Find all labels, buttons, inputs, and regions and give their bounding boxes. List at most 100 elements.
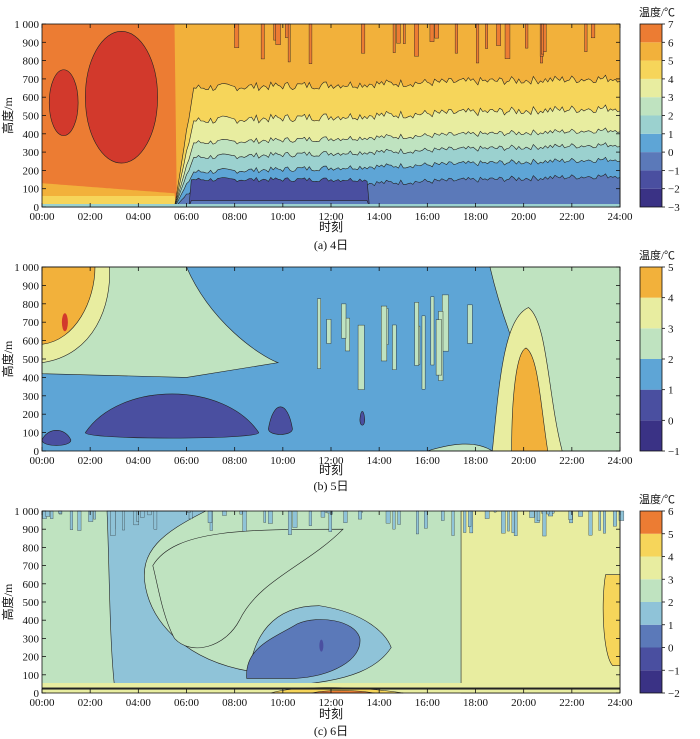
warm-core bbox=[85, 31, 158, 164]
colorbar-cell bbox=[640, 78, 662, 98]
colorbar-cell bbox=[640, 60, 662, 79]
y-tick-label: 400 bbox=[23, 615, 40, 627]
colorbar-tick-label: 5 bbox=[668, 262, 674, 274]
cold-zone bbox=[246, 619, 361, 679]
y-tick-label: 500 bbox=[23, 597, 40, 609]
colorbar-tick-label: 3 bbox=[668, 92, 674, 104]
streak bbox=[467, 304, 473, 344]
streak bbox=[287, 510, 292, 535]
streak bbox=[476, 23, 480, 64]
y-tick-label: 600 bbox=[23, 579, 40, 591]
streak bbox=[451, 510, 455, 536]
band bbox=[152, 528, 344, 649]
colorbar-tick-label: 2 bbox=[668, 597, 674, 609]
x-tick-label: 06:00 bbox=[174, 455, 200, 467]
streak bbox=[343, 510, 348, 523]
x-tick-label: 16:00 bbox=[415, 211, 441, 223]
streak bbox=[588, 510, 593, 536]
colorbar-tick-label: 5 bbox=[668, 529, 674, 541]
colorbar-tick-label: 0 bbox=[668, 415, 674, 427]
streak bbox=[397, 510, 401, 525]
colorbar-cell bbox=[640, 556, 662, 580]
streak bbox=[308, 23, 313, 64]
panel-caption: (a) 4日 bbox=[314, 238, 348, 252]
x-tick-label: 04:00 bbox=[126, 211, 152, 223]
x-tick-label: 22:00 bbox=[559, 697, 585, 709]
streak bbox=[591, 23, 596, 39]
streak bbox=[598, 510, 601, 531]
y-tick-label: 1 000 bbox=[14, 506, 39, 518]
streak bbox=[207, 510, 213, 523]
streak bbox=[263, 510, 266, 523]
colorbar-tick-label: −1 bbox=[668, 446, 680, 458]
y-tick-label: 800 bbox=[23, 542, 40, 554]
y-tick-label: 700 bbox=[23, 317, 40, 329]
cold-spot bbox=[319, 639, 324, 652]
colorbar-tick-label: −3 bbox=[668, 202, 680, 214]
band bbox=[41, 266, 96, 345]
colorbar-title: 温度/℃ bbox=[639, 492, 675, 506]
panel-caption: (b) 5日 bbox=[314, 479, 349, 493]
streak bbox=[463, 510, 467, 533]
colorbar-tick-label: 3 bbox=[668, 323, 674, 335]
x-tick-label: 12:00 bbox=[318, 455, 344, 467]
streak bbox=[320, 510, 326, 518]
streak bbox=[122, 510, 125, 531]
y-tick-label: 0 bbox=[34, 446, 40, 458]
streak bbox=[618, 510, 625, 521]
colorbar-tick-label: 6 bbox=[668, 37, 674, 49]
x-tick-label: 12:00 bbox=[318, 211, 344, 223]
panel-b: 00:00 02:00 04:00 06:00 08:00 10:00 12:00 14:00… bbox=[0, 248, 680, 493]
x-axis-title: 时刻 bbox=[319, 707, 343, 721]
x-tick-label: 24:00 bbox=[607, 211, 633, 223]
colorbar-tick-label: 1 bbox=[668, 620, 674, 632]
streak bbox=[403, 23, 406, 44]
x-tick-label: 16:00 bbox=[415, 697, 441, 709]
colorbar-cell bbox=[640, 267, 662, 298]
y-tick-label: 200 bbox=[23, 652, 40, 664]
streak bbox=[454, 23, 458, 54]
streak bbox=[392, 510, 396, 530]
y-tick-label: 1 000 bbox=[14, 19, 39, 31]
x-tick-label: 00:00 bbox=[29, 697, 55, 709]
y-axis-title: 高度/m bbox=[0, 340, 15, 377]
x-tick-label: 18:00 bbox=[463, 455, 489, 467]
streak bbox=[110, 510, 116, 536]
x-tick-label: 00:00 bbox=[29, 211, 55, 223]
x-axis-title: 时刻 bbox=[319, 220, 343, 234]
streak bbox=[341, 303, 347, 339]
colorbar-tick-label: 2 bbox=[668, 354, 674, 366]
streak bbox=[414, 302, 419, 366]
streak bbox=[50, 510, 54, 519]
x-tick-label: 10:00 bbox=[270, 455, 296, 467]
colorbar-tick-label: 1 bbox=[668, 129, 674, 141]
streak bbox=[45, 510, 51, 517]
streak bbox=[484, 510, 490, 519]
x-tick-label: 12:00 bbox=[318, 697, 344, 709]
streak bbox=[147, 510, 152, 516]
y-tick-label: 200 bbox=[23, 165, 40, 177]
x-tick-label: 16:00 bbox=[415, 455, 441, 467]
colorbar-cell bbox=[640, 579, 662, 602]
y-tick-label: 300 bbox=[23, 147, 40, 159]
x-tick-label: 00:00 bbox=[29, 455, 55, 467]
x-axis-title: 时刻 bbox=[319, 463, 343, 477]
streak bbox=[525, 23, 529, 49]
x-tick-label: 18:00 bbox=[463, 211, 489, 223]
streak bbox=[546, 510, 550, 515]
y-tick-label: 600 bbox=[23, 92, 40, 104]
x-tick-label: 22:00 bbox=[559, 211, 585, 223]
streak bbox=[287, 23, 291, 63]
streak bbox=[543, 23, 547, 53]
colorbar-tick-label: 5 bbox=[668, 56, 674, 68]
y-tick-label: 500 bbox=[23, 354, 40, 366]
panel-caption: (c) 6日 bbox=[314, 724, 348, 738]
band bbox=[460, 510, 621, 694]
streak bbox=[268, 510, 273, 524]
y-tick-label: 500 bbox=[23, 111, 40, 123]
streak bbox=[385, 510, 391, 524]
x-tick-label: 04:00 bbox=[126, 697, 152, 709]
colorbar-cell bbox=[640, 602, 662, 625]
colorbar-cell bbox=[640, 389, 662, 421]
